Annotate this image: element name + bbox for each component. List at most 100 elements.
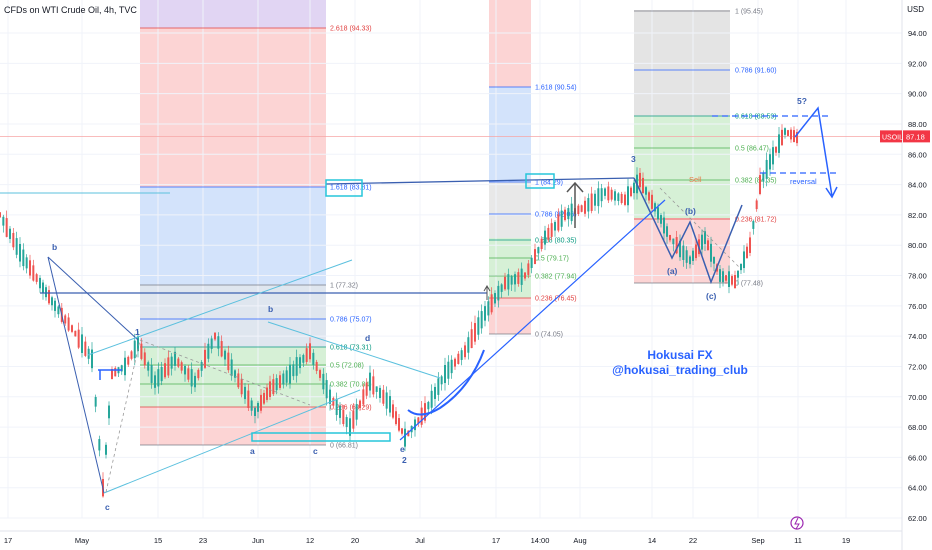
candle-body xyxy=(382,389,385,404)
candle-body xyxy=(692,250,694,261)
y-tick-label: 72.00 xyxy=(908,362,927,371)
reversal-label: reversal xyxy=(790,177,817,186)
candle-body xyxy=(167,357,170,376)
candle-body xyxy=(254,407,256,416)
candle-body xyxy=(147,362,150,371)
candle-body xyxy=(480,311,483,329)
candle-body xyxy=(379,387,381,398)
candle-body xyxy=(98,439,101,451)
candle-body xyxy=(577,205,580,215)
candle-body xyxy=(81,334,83,353)
candle-body xyxy=(500,284,503,292)
candle-body xyxy=(769,154,771,170)
candle-body xyxy=(404,428,406,447)
candle-body xyxy=(315,361,318,371)
candle-body xyxy=(295,357,298,376)
candle-body xyxy=(263,392,265,404)
candle-body xyxy=(325,380,328,399)
candle-body xyxy=(345,417,348,427)
candle-body xyxy=(424,403,426,421)
candle-body xyxy=(537,247,540,254)
candle-body xyxy=(787,130,789,136)
candle-body xyxy=(395,411,397,425)
fib-b-5-label: 0.5 (79.17) xyxy=(535,256,569,263)
candle-body xyxy=(752,221,755,229)
candle-body xyxy=(427,401,430,410)
y-tick-label: 88.00 xyxy=(908,120,927,129)
x-tick-label: 22 xyxy=(689,536,697,545)
candle-body xyxy=(292,364,295,377)
candle-body xyxy=(272,379,275,395)
y-tick-label: 70.00 xyxy=(908,393,927,402)
candle-body xyxy=(91,349,93,369)
dash-line-2 xyxy=(139,339,311,406)
candle-body xyxy=(392,404,394,418)
candle-body xyxy=(224,350,226,360)
candle-body xyxy=(299,357,301,369)
fib-c-5-label: 0.5 (86.47) xyxy=(735,146,769,153)
candle-body xyxy=(365,382,368,396)
fib-a-1618-label: 1.618 (83.81) xyxy=(330,185,372,192)
candle-body xyxy=(0,212,1,218)
candle-body xyxy=(111,368,113,380)
x-tick-label: 23 xyxy=(199,536,207,545)
candle-body xyxy=(534,249,536,265)
wave-label-wave_e: e xyxy=(400,444,405,454)
candle-body xyxy=(398,418,400,431)
candle-body xyxy=(490,294,493,313)
fib-b-618-label: 0.618 (80.35) xyxy=(535,238,577,245)
candle-body xyxy=(660,215,662,224)
box-1618 xyxy=(325,179,363,197)
candle-body xyxy=(114,367,117,377)
candle-body xyxy=(778,134,780,153)
x-tick-label: Aug xyxy=(573,536,586,545)
fib-b-786-label: 0.786 (82.06) xyxy=(535,212,577,219)
candle-body xyxy=(355,404,358,420)
candle-body xyxy=(610,189,613,200)
candle-body xyxy=(639,172,641,188)
candle-body xyxy=(557,214,560,231)
candle-body xyxy=(701,234,703,250)
candle-body xyxy=(467,337,470,353)
fib-a-236-label: 0.236 (69.29) xyxy=(330,405,372,412)
fib-zone-grey-a xyxy=(140,285,326,347)
candle-body xyxy=(19,243,21,262)
candle-body xyxy=(51,297,53,306)
fib-zone-red-a2 xyxy=(140,407,326,445)
x-tick-label: 11 xyxy=(794,536,802,545)
fib-c-0-label: 0 (77.48) xyxy=(735,281,763,288)
candle-body xyxy=(309,343,311,360)
candle-body xyxy=(725,275,727,281)
currency-label: USD xyxy=(907,5,924,14)
fib-zone-grey-b xyxy=(489,182,531,238)
candle-body xyxy=(457,353,460,364)
candle-body xyxy=(645,187,647,195)
watermark-line2: @hokusai_trading_club xyxy=(612,363,748,377)
candle-body xyxy=(269,381,271,397)
wave-label-wave_b2: b xyxy=(268,304,273,314)
candle-body xyxy=(57,306,60,315)
candle-body xyxy=(54,300,56,311)
candle-body xyxy=(29,260,31,276)
candle-body xyxy=(685,250,688,263)
candle-body xyxy=(746,246,748,259)
y-tick-label: 86.00 xyxy=(908,150,927,159)
y-tick-label: 92.00 xyxy=(908,59,927,68)
x-tick-label: 17 xyxy=(4,536,12,545)
candle-body xyxy=(604,188,606,196)
candle-body xyxy=(105,444,107,455)
candle-body xyxy=(672,238,675,245)
candle-body xyxy=(765,159,768,179)
y-tick-label: 84.00 xyxy=(908,181,927,190)
candle-body xyxy=(651,194,653,209)
candle-body xyxy=(217,336,220,349)
y-tick-label: 80.00 xyxy=(908,241,927,250)
candle-body xyxy=(197,369,200,379)
candle-body xyxy=(35,274,38,282)
candle-body xyxy=(564,209,566,221)
candle-body xyxy=(477,317,480,335)
curve-2-up xyxy=(407,349,485,416)
candle-body xyxy=(600,188,603,202)
candle-body xyxy=(25,257,28,269)
